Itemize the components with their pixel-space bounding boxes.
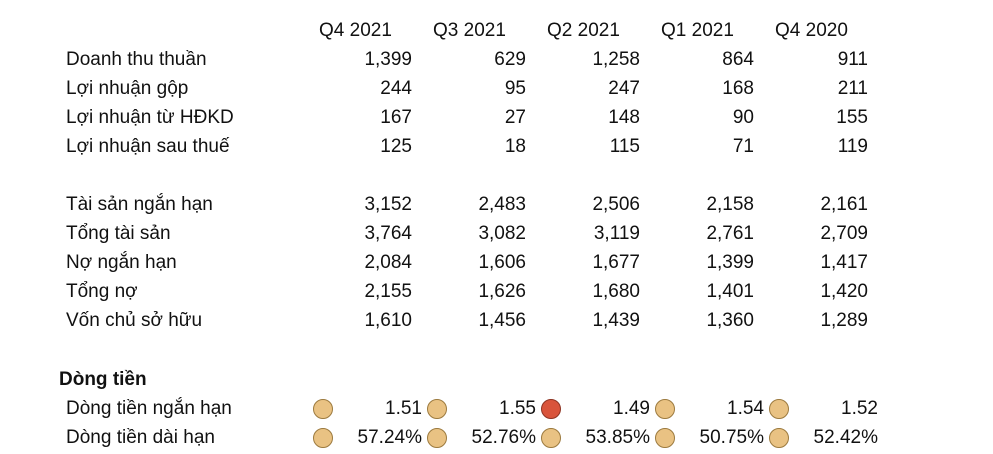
cell-value: 211 xyxy=(837,78,868,99)
cell-value: 125 xyxy=(380,136,412,157)
cell-value: 53.85% xyxy=(585,427,650,448)
section-title: Dòng tiền xyxy=(59,369,147,390)
cell-value: 1,360 xyxy=(706,310,754,331)
cell-value: 167 xyxy=(380,107,412,128)
status-indicator-icon xyxy=(655,399,675,419)
column-header: Q4 2021 xyxy=(319,20,392,41)
cell-value: 52.76% xyxy=(471,427,536,448)
table-row: Tổng nợ 2,155 1,626 1,680 1,401 1,420 xyxy=(0,277,993,306)
column-header: Q3 2021 xyxy=(433,20,506,41)
column-header: Q1 2021 xyxy=(661,20,734,41)
cell-value: 1,420 xyxy=(820,281,868,302)
cell-value: 155 xyxy=(836,107,868,128)
cell-value: 3,119 xyxy=(593,223,640,244)
cell-value: 1,417 xyxy=(820,252,868,273)
cell-value: 1,401 xyxy=(706,281,754,302)
table-row: Nợ ngắn hạn 2,084 1,606 1,677 1,399 1,417 xyxy=(0,248,993,277)
cell-value: 95 xyxy=(504,78,526,99)
status-indicator-icon xyxy=(769,399,789,419)
cell-value: 3,082 xyxy=(478,223,526,244)
cell-value: 168 xyxy=(722,78,754,99)
row-label: Dòng tiền ngắn hạn xyxy=(66,398,232,419)
cell-value: 1,456 xyxy=(478,310,526,331)
header-row: Q4 2021 Q3 2021 Q2 2021 Q1 2021 Q4 2020 xyxy=(0,16,993,45)
cell-value: 119 xyxy=(837,136,868,157)
cell-value: 18 xyxy=(504,136,526,157)
status-indicator-icon xyxy=(769,428,789,448)
table-row: Dòng tiền ngắn hạn 1.51 1.55 1.49 1.54 1.52 xyxy=(0,394,993,423)
cell-value: 3,764 xyxy=(364,223,412,244)
cell-value: 1.55 xyxy=(499,398,536,419)
table-row: Doanh thu thuần 1,399 629 1,258 864 911 xyxy=(0,45,993,74)
cell-value: 1,439 xyxy=(592,310,640,331)
cell-value: 2,158 xyxy=(706,194,754,215)
row-label: Lợi nhuận gộp xyxy=(66,78,189,99)
cell-value: 2,506 xyxy=(592,194,640,215)
status-indicator-icon xyxy=(541,428,561,448)
cell-value: 71 xyxy=(732,136,754,157)
status-indicator-icon xyxy=(427,399,447,419)
cell-value: 1,606 xyxy=(478,252,526,273)
cell-value: 247 xyxy=(608,78,640,99)
cell-value: 2,761 xyxy=(706,223,754,244)
cell-value: 50.75% xyxy=(699,427,764,448)
cell-value: 1,677 xyxy=(592,252,640,273)
cell-value: 1,626 xyxy=(478,281,526,302)
row-label: Lợi nhuận từ HĐKD xyxy=(66,107,234,128)
table-row: Tổng tài sản 3,764 3,082 3,119 2,761 2,709 xyxy=(0,219,993,248)
cell-value: 1.51 xyxy=(385,398,422,419)
section-header-row: Dòng tiền xyxy=(0,365,993,394)
cell-value: 148 xyxy=(608,107,640,128)
column-header: Q4 2020 xyxy=(775,20,848,41)
cell-value: 911 xyxy=(837,49,868,70)
column-header: Q2 2021 xyxy=(547,20,620,41)
status-indicator-icon xyxy=(313,428,333,448)
cell-value: 57.24% xyxy=(357,427,422,448)
cell-value: 1,399 xyxy=(706,252,754,273)
cell-value: 2,709 xyxy=(820,223,868,244)
cell-value: 27 xyxy=(504,107,526,128)
row-label: Vốn chủ sở hữu xyxy=(66,310,203,331)
cell-value: 1.49 xyxy=(613,398,650,419)
cell-value: 1,680 xyxy=(592,281,640,302)
row-label: Dòng tiền dài hạn xyxy=(66,427,215,448)
cell-value: 244 xyxy=(380,78,412,99)
table-row: Dòng tiền dài hạn 57.24% 52.76% 53.85% 50.75… xyxy=(0,423,993,452)
table-row: Tài sản ngắn hạn 3,152 2,483 2,506 2,158 2,16… xyxy=(0,190,993,219)
row-label: Doanh thu thuần xyxy=(66,49,207,70)
cell-value: 864 xyxy=(722,49,754,70)
row-label: Lợi nhuận sau thuế xyxy=(66,136,230,157)
status-indicator-icon xyxy=(313,399,333,419)
status-indicator-icon xyxy=(427,428,447,448)
cell-value: 2,483 xyxy=(478,194,526,215)
table-row: Lợi nhuận từ HĐKD 167 27 148 90 155 xyxy=(0,103,993,132)
row-label: Tổng nợ xyxy=(66,281,138,302)
row-label: Nợ ngắn hạn xyxy=(66,252,177,273)
table-row: Vốn chủ sở hữu 1,610 1,456 1,439 1,360 1,289 xyxy=(0,306,993,335)
cell-value: 90 xyxy=(732,107,754,128)
row-label: Tài sản ngắn hạn xyxy=(66,194,213,215)
cell-value: 1.52 xyxy=(841,398,878,419)
cell-value: 2,155 xyxy=(364,281,412,302)
cell-value: 2,161 xyxy=(820,194,868,215)
cell-value: 1,399 xyxy=(364,49,412,70)
cell-value: 629 xyxy=(494,49,526,70)
table-row: Lợi nhuận gộp 244 95 247 168 211 xyxy=(0,74,993,103)
cell-value: 52.42% xyxy=(813,427,878,448)
table-row: Lợi nhuận sau thuế 125 18 115 71 119 xyxy=(0,132,993,161)
cell-value: 3,152 xyxy=(364,194,412,215)
cell-value: 1,610 xyxy=(364,310,412,331)
cell-value: 1.54 xyxy=(727,398,764,419)
status-indicator-icon xyxy=(655,428,675,448)
cell-value: 1,289 xyxy=(820,310,868,331)
cell-value: 115 xyxy=(609,136,640,157)
cell-value: 1,258 xyxy=(592,49,640,70)
row-label: Tổng tài sản xyxy=(66,223,171,244)
cell-value: 2,084 xyxy=(364,252,412,273)
status-indicator-icon xyxy=(541,399,561,419)
